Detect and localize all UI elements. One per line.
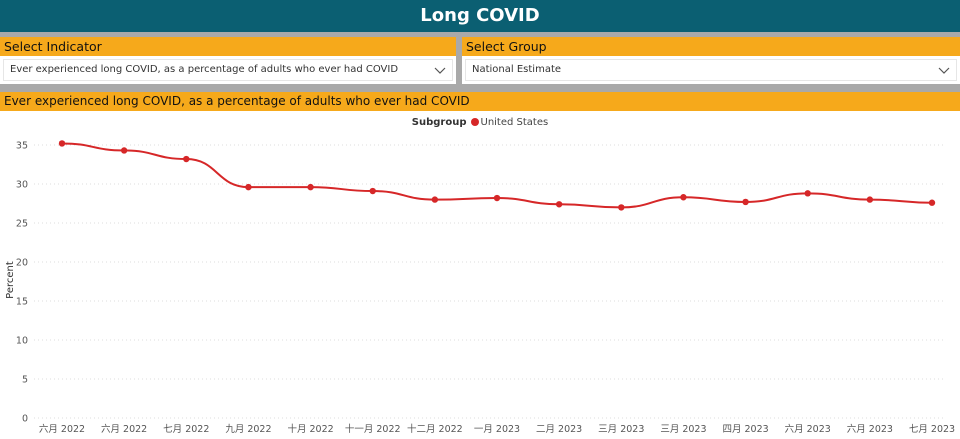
group-slicer: Select Group National Estimate <box>462 37 960 84</box>
x-tick-label: 三月 2023 <box>598 424 644 435</box>
legend-entry[interactable]: United States <box>480 117 549 128</box>
indicator-slicer-title: Select Indicator <box>0 37 456 56</box>
x-tick-label: 三月 2023 <box>660 424 706 435</box>
data-point[interactable] <box>369 187 376 195</box>
x-tick-label: 二月 2023 <box>536 424 582 435</box>
legend-marker <box>470 118 479 126</box>
x-tick-label: 六月 2023 <box>847 423 893 435</box>
y-tick-label: 35 <box>16 141 28 152</box>
x-axis: 六月 2022 六月 2022 七月 2022 九月 2022 十月 2022 十一月 2… <box>39 423 955 435</box>
data-point[interactable] <box>431 196 439 203</box>
slicer-separator <box>0 84 960 92</box>
y-tick-label: 0 <box>22 414 28 425</box>
x-tick-label: 九月 2022 <box>225 423 271 435</box>
y-tick-label: 30 <box>16 180 28 191</box>
x-tick-label: 六月 2022 <box>39 423 85 435</box>
chart-title: Ever experienced long COVID, as a percen… <box>0 92 960 111</box>
gridlines <box>34 144 945 419</box>
y-axis: 0 5 10 15 20 25 30 35 <box>16 141 28 425</box>
y-tick-label: 10 <box>16 336 28 347</box>
x-tick-label: 四月 2023 <box>722 424 768 435</box>
chevron-down-icon[interactable] <box>938 65 950 75</box>
dashboard-header: Long COVID <box>0 0 960 32</box>
x-tick-label: 十月 2022 <box>287 423 333 435</box>
x-tick-label: 六月 2022 <box>101 423 147 435</box>
page-title: Long COVID <box>420 5 540 26</box>
group-dropdown-value: National Estimate <box>472 64 562 75</box>
data-point[interactable] <box>680 194 687 201</box>
group-slicer-title: Select Group <box>462 37 960 56</box>
indicator-dropdown-value: Ever experienced long COVID, as a percen… <box>10 64 399 75</box>
y-tick-label: 5 <box>22 375 28 386</box>
chart-legend[interactable]: Subgroup United States <box>0 117 960 128</box>
x-tick-label: 七月 2022 <box>163 424 209 435</box>
data-point[interactable] <box>804 190 811 197</box>
data-point[interactable] <box>742 198 749 206</box>
data-point[interactable] <box>866 196 874 203</box>
y-tick-label: 20 <box>16 258 28 269</box>
data-point[interactable] <box>555 201 563 208</box>
group-dropdown[interactable]: National Estimate <box>465 59 957 81</box>
data-point[interactable] <box>928 199 936 206</box>
x-tick-label: 七月 2023 <box>909 424 955 435</box>
data-point[interactable] <box>183 155 190 163</box>
y-tick-label: 25 <box>16 219 28 230</box>
header-separator <box>0 32 960 37</box>
data-point[interactable] <box>120 147 128 154</box>
x-tick-label: 六月 2023 <box>785 423 831 435</box>
x-tick-label: 十二月 2022 <box>407 423 463 435</box>
legend-title: Subgroup <box>411 117 467 128</box>
indicator-dropdown[interactable]: Ever experienced long COVID, as a percen… <box>3 59 453 81</box>
data-point[interactable] <box>58 140 66 147</box>
data-point[interactable] <box>493 194 501 202</box>
data-point[interactable] <box>618 204 625 211</box>
slicer-gap <box>456 37 462 84</box>
y-tick-label: 15 <box>16 297 28 308</box>
indicator-slicer: Select Indicator Ever experienced long C… <box>0 37 456 84</box>
x-tick-label: 十一月 2022 <box>345 423 401 435</box>
data-point[interactable] <box>245 183 252 191</box>
series-united-states <box>58 140 936 211</box>
data-point[interactable] <box>307 183 314 191</box>
chevron-down-icon[interactable] <box>434 65 446 75</box>
x-tick-label: 一月 2023 <box>474 424 520 435</box>
y-axis-label: Percent <box>5 261 16 299</box>
